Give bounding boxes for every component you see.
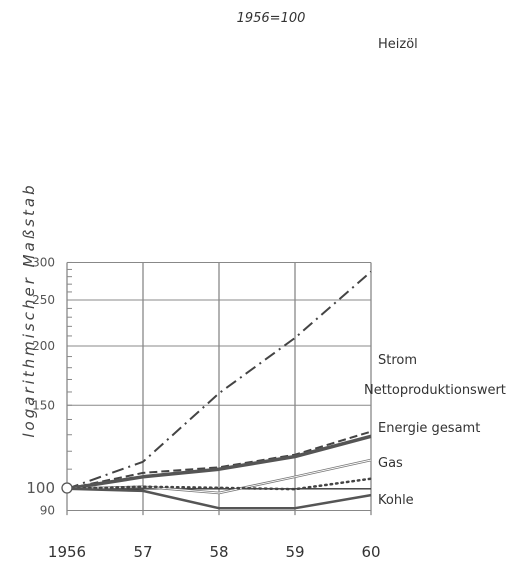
x-tick-label: 1956 bbox=[48, 543, 86, 561]
x-tick-label: 57 bbox=[133, 543, 152, 561]
y-axis-label: logarithmischer Maßstab bbox=[20, 182, 38, 437]
series-label-heiz-l: Heizöl bbox=[378, 37, 418, 52]
series-line-nettoproduktionswert bbox=[66, 434, 372, 491]
y-tick-label: 200 bbox=[32, 339, 55, 353]
y-tick-label: 100 bbox=[26, 479, 55, 497]
series-label-energie-gesamt: Energie gesamt bbox=[378, 421, 480, 436]
series-label-strom: Strom bbox=[378, 353, 417, 368]
series-line-kohle bbox=[66, 487, 372, 510]
series-line-gas bbox=[65, 477, 373, 491]
y-tick-label: 90 bbox=[40, 504, 55, 518]
x-tick-label: 58 bbox=[209, 543, 228, 561]
x-tick-labels: 1956 57 58 59 60 bbox=[48, 543, 381, 561]
y-tick-label: 250 bbox=[32, 293, 55, 307]
chart-title: 1956=100 bbox=[237, 11, 306, 26]
series-label-gas: Gas bbox=[378, 456, 403, 471]
series-labels: Heizöl Strom Nettoproduktionswert Energie g… bbox=[364, 37, 506, 508]
x-tick-label: 59 bbox=[285, 543, 304, 561]
series-line-strom bbox=[66, 430, 372, 490]
series-lines bbox=[65, 270, 373, 510]
grid bbox=[66, 261, 372, 516]
origin-marker bbox=[61, 482, 73, 494]
series-line-heiz-l bbox=[66, 270, 372, 490]
y-tick-label: 300 bbox=[32, 255, 55, 269]
y-tick-labels: 90 100 150 200 250 300 bbox=[26, 255, 55, 517]
series-label-kohle: Kohle bbox=[378, 493, 414, 508]
series-label-nettoproduktionswert: Nettoproduktionswert bbox=[364, 383, 506, 398]
x-tick-label: 60 bbox=[361, 543, 380, 561]
y-tick-label: 150 bbox=[32, 398, 55, 412]
